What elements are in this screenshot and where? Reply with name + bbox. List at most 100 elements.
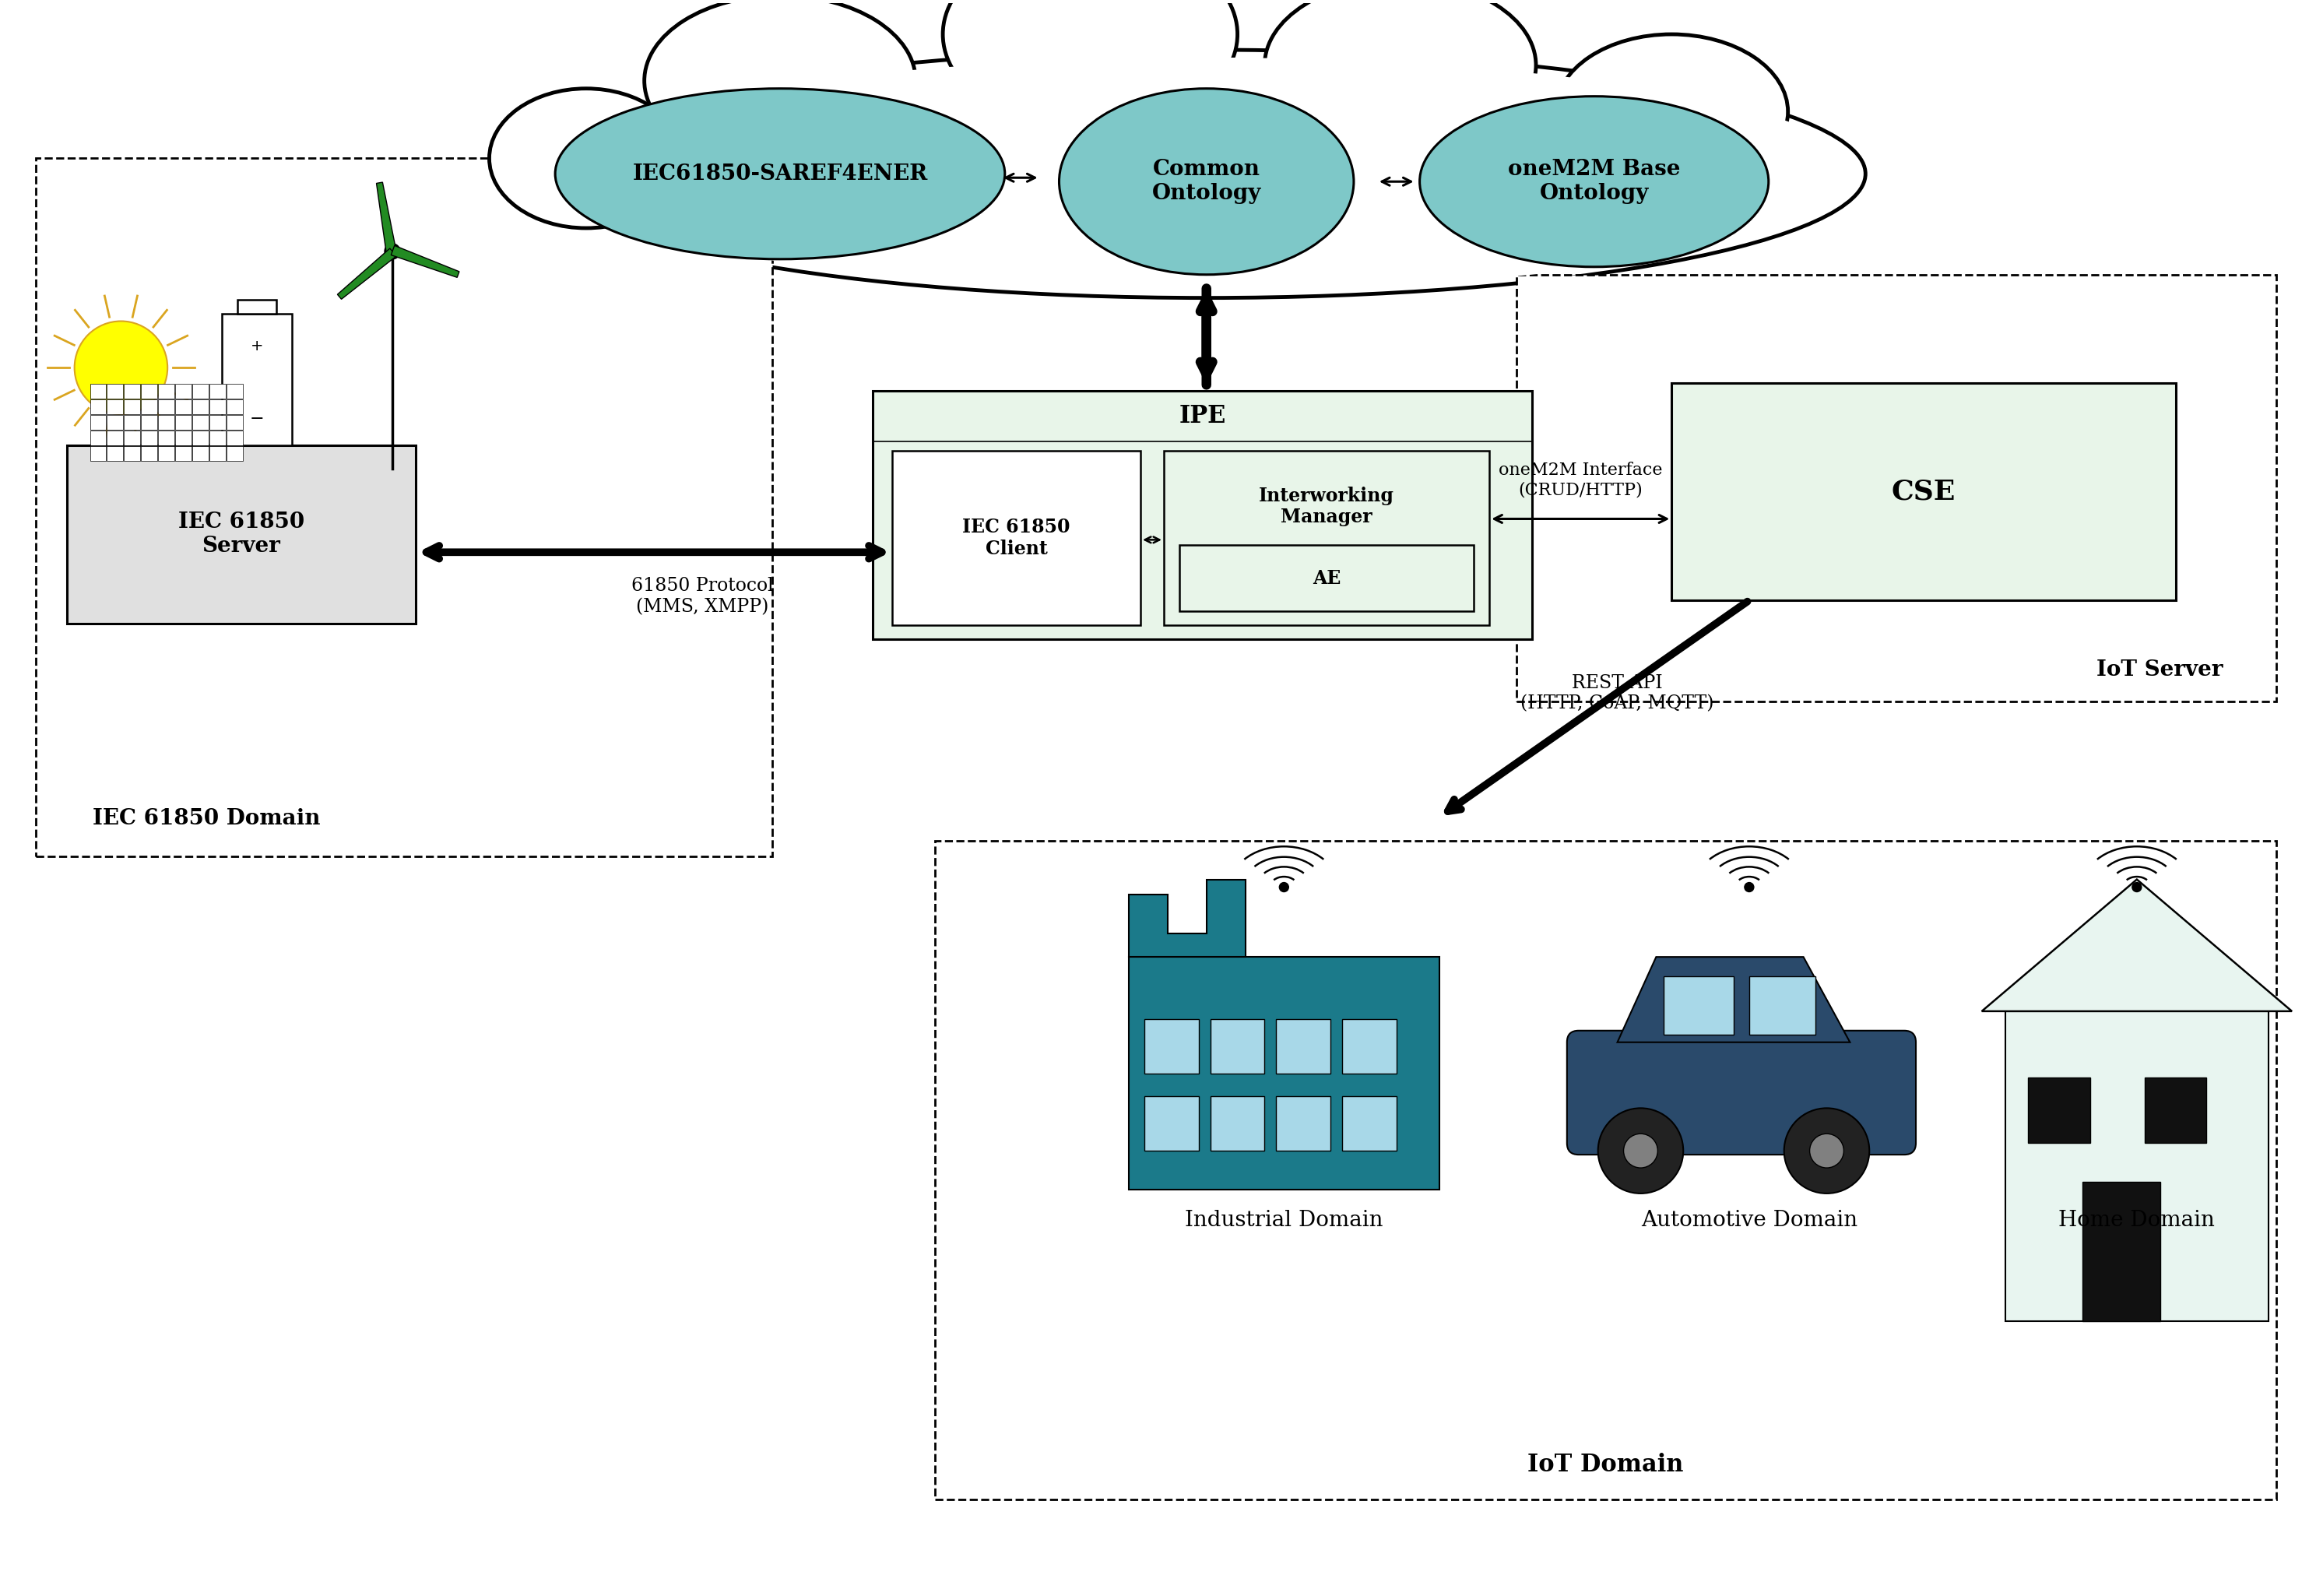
- Circle shape: [1598, 1108, 1683, 1194]
- FancyBboxPatch shape: [141, 399, 157, 415]
- FancyBboxPatch shape: [894, 450, 1141, 626]
- Ellipse shape: [1265, 0, 1535, 150]
- Polygon shape: [1616, 958, 1850, 1042]
- Text: IEC 61850 Domain: IEC 61850 Domain: [92, 809, 321, 830]
- FancyBboxPatch shape: [192, 399, 208, 415]
- Circle shape: [1810, 1133, 1845, 1168]
- FancyBboxPatch shape: [192, 445, 208, 461]
- FancyBboxPatch shape: [125, 431, 141, 445]
- Text: oneM2M Base
Ontology: oneM2M Base Ontology: [1508, 160, 1681, 204]
- Text: −: −: [249, 412, 263, 426]
- FancyBboxPatch shape: [210, 445, 226, 461]
- FancyBboxPatch shape: [1277, 1096, 1330, 1151]
- Ellipse shape: [951, 0, 1231, 123]
- FancyBboxPatch shape: [90, 415, 106, 429]
- Polygon shape: [376, 182, 397, 252]
- FancyBboxPatch shape: [1164, 450, 1489, 626]
- FancyBboxPatch shape: [1342, 1096, 1397, 1151]
- FancyBboxPatch shape: [175, 385, 192, 399]
- FancyBboxPatch shape: [175, 431, 192, 445]
- FancyBboxPatch shape: [125, 399, 141, 415]
- Text: REST API
(HTTP, CoAP, MQTT): REST API (HTTP, CoAP, MQTT): [1522, 674, 1713, 713]
- FancyBboxPatch shape: [1145, 1018, 1198, 1073]
- Polygon shape: [1129, 879, 1245, 958]
- FancyBboxPatch shape: [1210, 1096, 1265, 1151]
- Ellipse shape: [1272, 0, 1529, 142]
- FancyBboxPatch shape: [1342, 1018, 1397, 1073]
- FancyBboxPatch shape: [125, 385, 141, 399]
- Ellipse shape: [1563, 41, 1780, 182]
- FancyBboxPatch shape: [1180, 546, 1473, 611]
- Circle shape: [74, 321, 169, 415]
- FancyBboxPatch shape: [1517, 275, 2277, 701]
- Circle shape: [1785, 1108, 1870, 1194]
- Polygon shape: [1981, 879, 2293, 1012]
- FancyBboxPatch shape: [1210, 1018, 1265, 1073]
- Text: IoT Server: IoT Server: [2097, 659, 2224, 680]
- FancyBboxPatch shape: [226, 431, 242, 445]
- FancyBboxPatch shape: [2083, 1181, 2161, 1321]
- FancyBboxPatch shape: [106, 415, 122, 429]
- FancyBboxPatch shape: [141, 445, 157, 461]
- FancyBboxPatch shape: [141, 415, 157, 429]
- Text: Common
Ontology: Common Ontology: [1152, 160, 1261, 204]
- FancyBboxPatch shape: [67, 445, 416, 624]
- FancyBboxPatch shape: [226, 385, 242, 399]
- FancyBboxPatch shape: [226, 399, 242, 415]
- Circle shape: [1623, 1133, 1658, 1168]
- FancyBboxPatch shape: [159, 431, 175, 445]
- Circle shape: [1279, 883, 1288, 892]
- FancyBboxPatch shape: [141, 385, 157, 399]
- Text: IEC61850-SAREF4ENER: IEC61850-SAREF4ENER: [633, 163, 928, 184]
- FancyBboxPatch shape: [1665, 977, 1734, 1034]
- FancyBboxPatch shape: [873, 391, 1533, 638]
- Ellipse shape: [496, 96, 674, 220]
- FancyBboxPatch shape: [106, 445, 122, 461]
- Text: Industrial Domain: Industrial Domain: [1185, 1210, 1383, 1231]
- FancyBboxPatch shape: [210, 431, 226, 445]
- FancyBboxPatch shape: [210, 399, 226, 415]
- FancyBboxPatch shape: [226, 445, 242, 461]
- FancyBboxPatch shape: [106, 431, 122, 445]
- FancyBboxPatch shape: [106, 399, 122, 415]
- FancyBboxPatch shape: [1145, 1096, 1198, 1151]
- FancyBboxPatch shape: [125, 445, 141, 461]
- Text: CSE: CSE: [1891, 479, 1956, 504]
- FancyBboxPatch shape: [1129, 958, 1439, 1189]
- Polygon shape: [390, 246, 459, 278]
- FancyBboxPatch shape: [1672, 383, 2175, 600]
- Text: IoT Domain: IoT Domain: [1529, 1452, 1683, 1476]
- FancyBboxPatch shape: [106, 385, 122, 399]
- FancyBboxPatch shape: [159, 415, 175, 429]
- Ellipse shape: [644, 0, 917, 166]
- Ellipse shape: [1060, 88, 1353, 275]
- Text: Automotive Domain: Automotive Domain: [1642, 1210, 1856, 1231]
- FancyBboxPatch shape: [90, 445, 106, 461]
- Text: Interworking
Manager: Interworking Manager: [1258, 487, 1395, 527]
- Text: AE: AE: [1312, 568, 1342, 587]
- FancyBboxPatch shape: [192, 385, 208, 399]
- FancyBboxPatch shape: [159, 399, 175, 415]
- Ellipse shape: [547, 49, 1866, 298]
- FancyBboxPatch shape: [2004, 1012, 2270, 1321]
- Text: 61850 Protocol
(MMS, XMPP): 61850 Protocol (MMS, XMPP): [630, 578, 774, 616]
- Text: oneM2M Interface
(CRUD/HTTP): oneM2M Interface (CRUD/HTTP): [1499, 461, 1662, 498]
- FancyBboxPatch shape: [210, 385, 226, 399]
- FancyBboxPatch shape: [210, 415, 226, 429]
- FancyBboxPatch shape: [90, 385, 106, 399]
- FancyBboxPatch shape: [2027, 1077, 2090, 1143]
- FancyBboxPatch shape: [35, 158, 771, 855]
- Ellipse shape: [651, 3, 907, 158]
- FancyBboxPatch shape: [175, 415, 192, 429]
- Ellipse shape: [942, 0, 1238, 131]
- FancyBboxPatch shape: [90, 431, 106, 445]
- FancyBboxPatch shape: [935, 841, 2277, 1500]
- Text: Home Domain: Home Domain: [2060, 1210, 2214, 1231]
- FancyBboxPatch shape: [192, 431, 208, 445]
- Text: IEC 61850
Server: IEC 61850 Server: [178, 512, 305, 557]
- FancyBboxPatch shape: [192, 415, 208, 429]
- FancyBboxPatch shape: [141, 431, 157, 445]
- FancyBboxPatch shape: [1568, 1031, 1916, 1154]
- Circle shape: [2131, 883, 2140, 892]
- FancyBboxPatch shape: [1750, 977, 1815, 1034]
